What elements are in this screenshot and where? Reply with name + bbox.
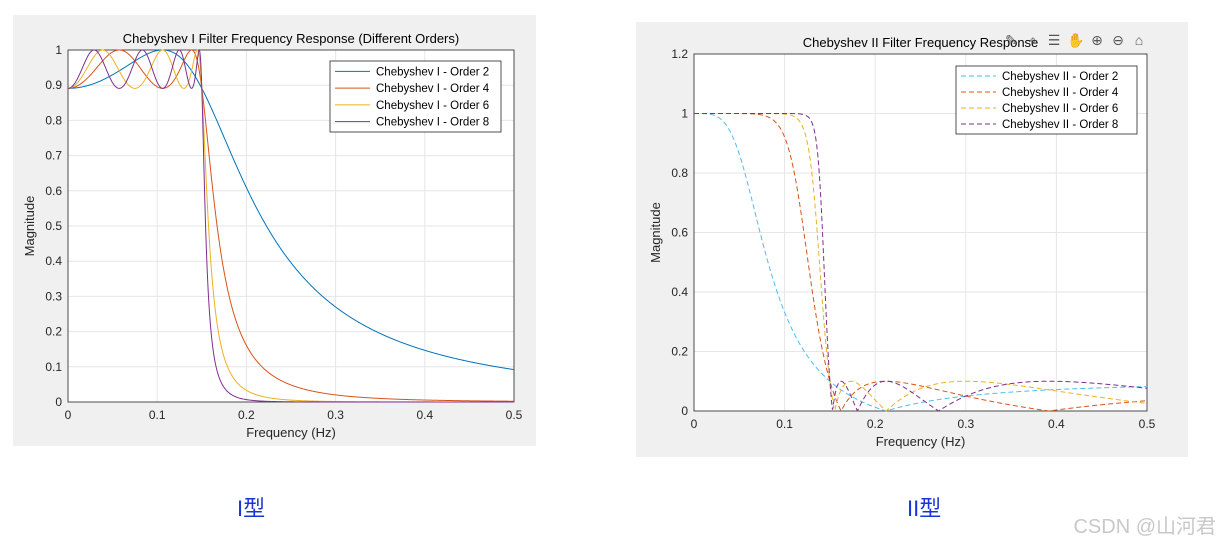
caption-type-2: II型 <box>907 496 942 521</box>
x-tick-label: 0.4 <box>416 408 433 422</box>
axes-box <box>693 53 1148 412</box>
legend-label-order-2: Chebyshev II - Order 2 <box>1002 71 1118 83</box>
x-tick-label: 0.4 <box>1048 417 1065 431</box>
y-tick-label: 0.8 <box>45 113 62 127</box>
legend-label-order-8: Chebyshev I - Order 8 <box>376 117 489 129</box>
pan-hand-icon[interactable]: ✋ <box>1067 32 1085 48</box>
legend-icon[interactable]: ☰ <box>1047 32 1061 48</box>
caption-type-1: I型 <box>237 496 266 521</box>
y-tick-label: 1 <box>55 43 62 57</box>
x-tick-label: 0 <box>691 417 698 431</box>
y-axis-label: Magnitude <box>648 202 663 263</box>
y-tick-label: 1.2 <box>671 47 688 61</box>
series-line-order-4 <box>67 49 514 402</box>
zoom-in-icon[interactable]: ⊕ <box>1091 32 1103 48</box>
series-line-order-8 <box>67 49 514 403</box>
brush-icon[interactable]: ✎ <box>1005 32 1017 48</box>
y-tick-label: 0.7 <box>45 149 62 163</box>
legend-label-order-6: Chebyshev II - Order 6 <box>1002 103 1118 115</box>
y-tick-label: 0 <box>55 395 62 409</box>
legend-label-order-8: Chebyshev II - Order 8 <box>1002 119 1118 131</box>
x-tick-label: 0.5 <box>1139 417 1156 431</box>
series-line-order-4 <box>694 113 1148 412</box>
x-tick-label: 0.5 <box>506 408 523 422</box>
y-tick-label: 0.4 <box>671 285 688 299</box>
series-line-order-8 <box>694 113 1148 412</box>
chart-title: Chebyshev I Filter Frequency Response (D… <box>123 31 459 46</box>
y-tick-label: 0.8 <box>671 166 688 180</box>
legend-label-order-6: Chebyshev I - Order 6 <box>376 100 489 112</box>
y-tick-label: 0.6 <box>671 226 688 240</box>
legend-label-order-2: Chebyshev I - Order 2 <box>376 66 489 78</box>
x-tick-label: 0 <box>65 408 72 422</box>
legend-label-order-4: Chebyshev II - Order 4 <box>1002 87 1119 99</box>
chart-panel-chebyshev-2: 0 0.1 0.2 0.3 0.4 0.5 0 0.2 0.4 0.6 0.8 1 1.2 Chebysh… <box>636 22 1188 457</box>
chart-1-svg: 0 0.1 0.2 0.3 0.4 0.5 0 0.1 0.2 0.3 0.4 0.5 0.6 0.7 0.… <box>22 31 523 440</box>
x-axis-label: Frequency (Hz) <box>246 425 336 440</box>
y-tick-label: 0.3 <box>45 289 62 303</box>
y-tick-label: 0.5 <box>45 219 62 233</box>
x-tick-label: 0.2 <box>238 408 255 422</box>
data-tip-icon[interactable]: ⌖ <box>1029 32 1037 48</box>
watermark: CSDN @山河君 <box>1073 516 1216 538</box>
legend-box <box>329 60 502 133</box>
x-tick-label: 0.1 <box>149 408 166 422</box>
chart-2-svg: 0 0.1 0.2 0.3 0.4 0.5 0 0.2 0.4 0.6 0.8 1 1.2 Chebysh… <box>648 35 1156 449</box>
zoom-out-icon[interactable]: ⊖ <box>1112 32 1124 48</box>
chart-panel-chebyshev-1: 0 0.1 0.2 0.3 0.4 0.5 0 0.1 0.2 0.3 0.4 0.5 0.6 0.7 0.… <box>13 15 536 446</box>
y-tick-label: 0 <box>681 404 688 418</box>
y-tick-label: 1 <box>681 107 688 121</box>
x-axis-label: Frequency (Hz) <box>876 434 966 449</box>
x-tick-label: 0.1 <box>776 417 793 431</box>
y-tick-label: 0.9 <box>45 78 62 92</box>
x-tick-label: 0.3 <box>327 408 344 422</box>
home-icon[interactable]: ⌂ <box>1134 32 1144 48</box>
x-tick-label: 0.2 <box>867 417 884 431</box>
chart-title: Chebyshev II Filter Frequency Response <box>803 35 1039 50</box>
y-tick-label: 0.2 <box>671 345 688 359</box>
series-line-order-2 <box>694 113 1148 412</box>
y-axis-label: Magnitude <box>22 196 37 257</box>
series-line-order-2 <box>68 49 515 371</box>
legend-label-order-4: Chebyshev I - Order 4 <box>376 83 490 95</box>
y-tick-label: 0.1 <box>45 360 62 374</box>
legend-box <box>955 65 1138 135</box>
y-tick-label: 0.4 <box>45 254 62 268</box>
x-tick-label: 0.3 <box>957 417 974 431</box>
y-tick-label: 0.6 <box>45 184 62 198</box>
y-tick-label: 0.2 <box>45 325 62 339</box>
